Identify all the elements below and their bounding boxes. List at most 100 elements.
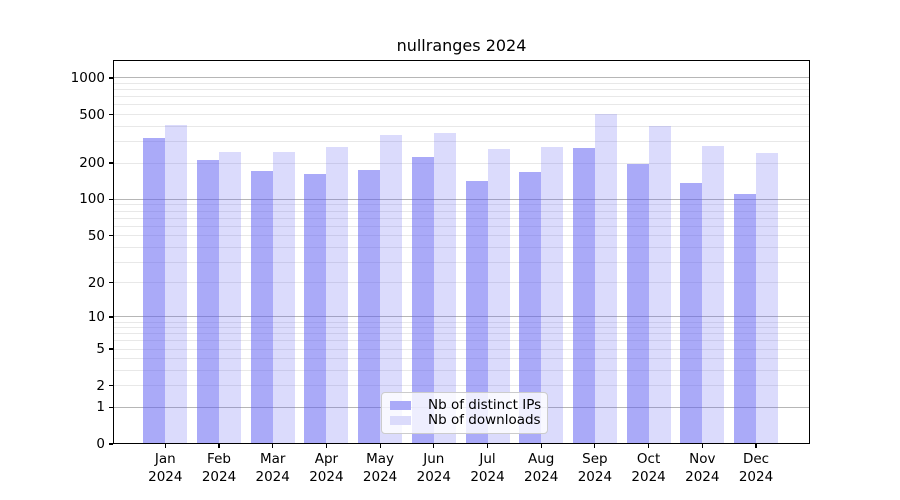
- bar-downloads: [165, 124, 188, 444]
- x-tick-month: Sep: [582, 451, 608, 467]
- y-tick-mark: [109, 162, 113, 164]
- legend-label-downloads: Nb of downloads: [428, 412, 541, 428]
- x-tick-month: Mar: [259, 451, 286, 467]
- x-tick-year: 2024: [524, 469, 559, 485]
- y-tick-mark: [109, 443, 113, 445]
- gridline-major: [113, 77, 810, 79]
- gridline-minor: [113, 282, 810, 284]
- y-tick-mark: [109, 348, 113, 350]
- bar-downloads: [487, 148, 510, 444]
- x-tick-year: 2024: [738, 469, 774, 485]
- x-tick-month: Feb: [207, 451, 231, 467]
- y-tick-label: 1: [96, 399, 105, 416]
- y-tick-label: 500: [79, 106, 105, 123]
- bar-downloads: [219, 151, 241, 444]
- legend-label-distinct-ips: Nb of distinct IPs: [428, 397, 542, 413]
- y-tick-label: 100: [79, 191, 105, 208]
- y-tick-label: 0: [96, 436, 105, 452]
- legend-item-distinct-ips: Nb of distinct IPs: [390, 397, 542, 413]
- x-tick-label: Oct 2024: [619, 450, 679, 486]
- gridline-minor: [113, 225, 810, 227]
- bar-downloads: [433, 133, 456, 444]
- x-tick-mark: [218, 444, 220, 448]
- gridline-minor: [113, 370, 810, 372]
- x-tick-month: Aug: [528, 451, 555, 467]
- legend: Nb of distinct IPs Nb of downloads: [381, 392, 548, 434]
- x-tick-month: Oct: [636, 451, 661, 467]
- bar-downloads: [541, 146, 564, 444]
- x-tick-year: 2024: [470, 469, 505, 485]
- y-tick-mark: [109, 385, 113, 387]
- bar-distinct-ips: [680, 183, 703, 444]
- y-tick-mark: [109, 77, 113, 79]
- plot-area: [113, 60, 810, 444]
- x-tick-label: Sep 2024: [565, 450, 625, 486]
- bar-distinct-ips: [197, 160, 219, 444]
- y-tick-label: 50: [87, 227, 105, 244]
- bar-distinct-ips: [626, 163, 649, 444]
- x-tick-year: 2024: [255, 469, 290, 485]
- y-tick-label: 1000: [70, 69, 105, 86]
- x-tick-month: Jun: [423, 451, 445, 467]
- x-tick-label: May 2024: [350, 450, 410, 486]
- x-tick-year: 2024: [362, 469, 398, 485]
- bar-distinct-ips: [411, 156, 434, 444]
- x-tick-year: 2024: [201, 469, 237, 485]
- x-tick-mark: [433, 444, 435, 448]
- bar-distinct-ips: [465, 180, 488, 444]
- x-tick-mark: [594, 444, 596, 448]
- gridline-minor: [113, 125, 810, 127]
- y-tick-label: 10: [87, 308, 105, 325]
- x-tick-year: 2024: [577, 469, 613, 485]
- x-tick-label: Dec 2024: [726, 450, 786, 486]
- gridline-major: [113, 316, 810, 318]
- x-tick-mark: [701, 444, 703, 448]
- gridline-minor: [113, 327, 810, 329]
- gridline-minor: [113, 204, 810, 206]
- gridline-minor: [113, 141, 810, 143]
- y-tick-label: 5: [96, 341, 105, 358]
- x-tick-label: Mar 2024: [243, 450, 303, 486]
- gridline-minor: [113, 83, 810, 85]
- x-tick-year: 2024: [309, 469, 344, 485]
- gridline-minor: [113, 333, 810, 335]
- gridline-minor: [113, 162, 810, 164]
- gridline-minor: [113, 261, 810, 263]
- x-tick-year: 2024: [148, 469, 183, 485]
- x-tick-mark: [540, 444, 542, 448]
- x-tick-year: 2024: [685, 469, 720, 485]
- x-tick-mark: [755, 444, 757, 448]
- x-tick-year: 2024: [416, 469, 451, 485]
- x-tick-month: Jan: [154, 451, 176, 467]
- legend-swatch-distinct-ips: [390, 400, 411, 411]
- x-tick-mark: [379, 444, 381, 448]
- x-tick-label: Jul 2024: [458, 450, 518, 486]
- bar-distinct-ips: [572, 147, 595, 444]
- bar-downloads: [326, 147, 349, 444]
- gridline-minor: [113, 210, 810, 212]
- x-tick-month: Jul: [479, 451, 496, 467]
- x-tick-mark: [648, 444, 650, 448]
- gridline-minor: [113, 235, 810, 237]
- y-tick-mark: [109, 316, 113, 318]
- legend-swatch-downloads: [390, 415, 411, 426]
- gridline-minor: [113, 89, 810, 91]
- x-tick-year: 2024: [631, 469, 666, 485]
- x-tick-mark: [272, 444, 274, 448]
- gridline-minor: [113, 348, 810, 350]
- x-tick-month: Apr: [314, 451, 339, 467]
- bar-distinct-ips: [519, 172, 542, 444]
- x-tick-month: Nov: [689, 451, 716, 467]
- x-tick-mark: [486, 444, 489, 448]
- x-tick-month: May: [366, 451, 395, 467]
- bar-distinct-ips: [358, 169, 381, 444]
- chart-title: nullranges 2024: [396, 36, 527, 55]
- bar-downloads: [702, 146, 725, 444]
- bar-downloads: [594, 114, 617, 444]
- gridline-minor: [113, 321, 810, 323]
- x-tick-label: Feb 2024: [189, 450, 249, 486]
- gridline-minor: [113, 385, 810, 387]
- x-tick-month: Dec: [742, 451, 770, 467]
- bar-downloads: [272, 152, 295, 444]
